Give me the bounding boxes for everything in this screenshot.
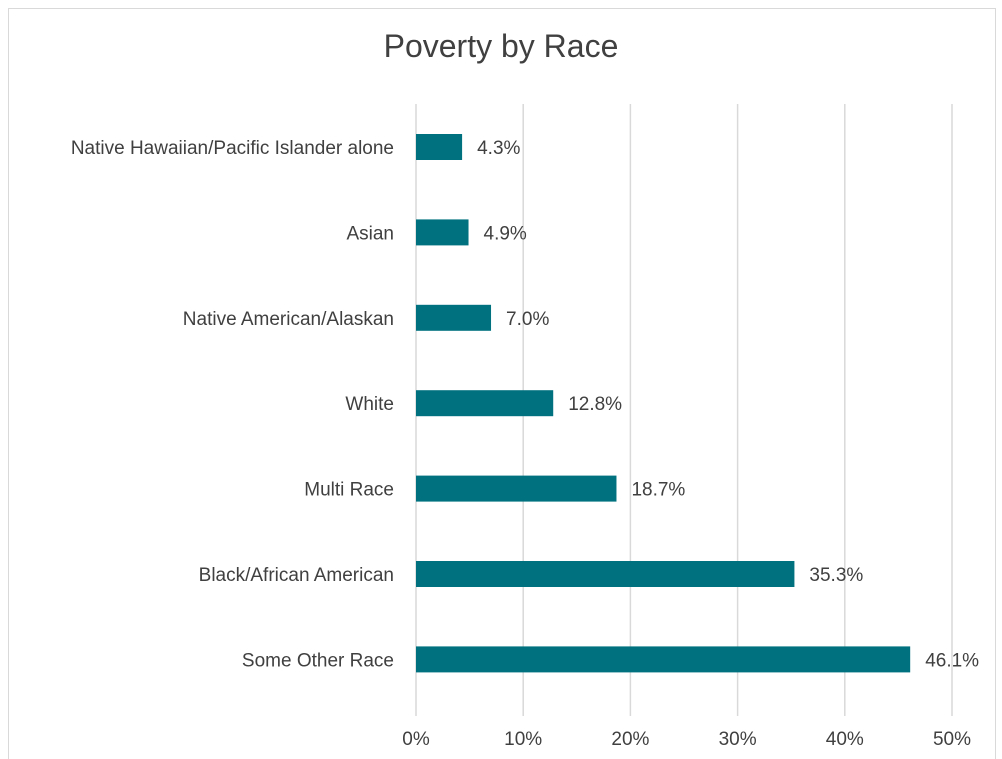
x-tick-label-3: 30% [719,729,757,750]
category-label-0: Native Hawaiian/Pacific Islander alone [71,138,394,159]
data-label-4: 18.7% [631,480,685,501]
category-label-2: Native American/Alaskan [183,309,394,330]
data-label-6: 46.1% [925,650,979,671]
data-label-1: 4.9% [484,223,527,244]
bar-6 [416,646,911,673]
bar-4 [416,475,617,502]
bar-5 [416,561,795,587]
data-label-2: 7.0% [506,309,549,330]
bar-0 [416,134,463,160]
x-tick-label-1: 10% [504,729,542,750]
chart-title: Poverty by Race [383,28,619,64]
category-label-6: Some Other Race [242,650,394,671]
data-label-3: 12.8% [568,394,622,415]
chart-frame [8,8,996,759]
category-label-1: Asian [346,223,394,244]
x-tick-label-5: 50% [933,729,971,750]
x-tick-label-2: 20% [611,729,649,750]
x-tick-label-0: 0% [402,729,430,750]
category-label-5: Black/African American [199,565,394,586]
bar-2 [416,304,492,331]
category-label-4: Multi Race [304,480,394,501]
x-tick-label-4: 40% [826,729,864,750]
bar-1 [416,219,469,246]
category-label-3: White [345,394,394,415]
bar-3 [416,390,554,417]
data-label-0: 4.3% [477,138,520,159]
data-label-5: 35.3% [809,565,863,586]
